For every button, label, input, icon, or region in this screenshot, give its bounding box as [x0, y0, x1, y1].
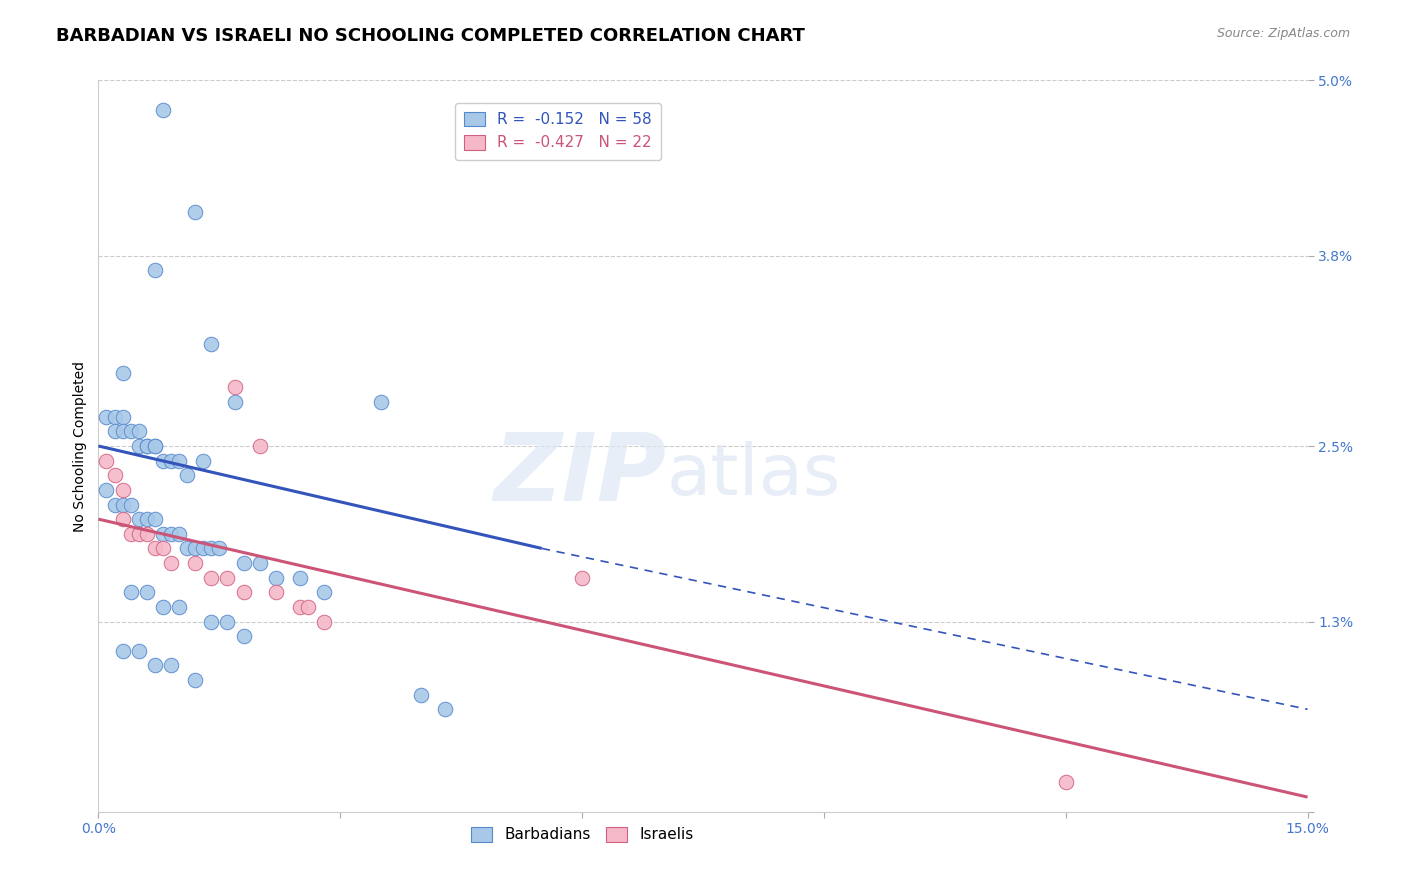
- Point: [249, 439, 271, 453]
- Point: [264, 571, 287, 585]
- Point: [224, 380, 246, 394]
- Point: [135, 439, 157, 453]
- Point: [184, 673, 207, 687]
- Point: [103, 425, 125, 439]
- Point: [120, 526, 142, 541]
- Point: [264, 585, 287, 599]
- Point: [208, 541, 231, 556]
- Point: [217, 571, 239, 585]
- Point: [232, 585, 254, 599]
- Point: [111, 644, 134, 658]
- Point: [297, 599, 319, 614]
- Point: [1054, 775, 1077, 789]
- Point: [128, 644, 150, 658]
- Text: atlas: atlas: [666, 441, 841, 509]
- Point: [120, 498, 142, 512]
- Point: [288, 571, 311, 585]
- Y-axis label: No Schooling Completed: No Schooling Completed: [73, 360, 87, 532]
- Point: [103, 409, 125, 424]
- Point: [135, 439, 157, 453]
- Point: [96, 409, 118, 424]
- Point: [135, 526, 157, 541]
- Point: [103, 498, 125, 512]
- Point: [143, 263, 166, 277]
- Point: [193, 453, 215, 467]
- Point: [111, 425, 134, 439]
- Legend: Barbadians, Israelis: Barbadians, Israelis: [461, 818, 703, 852]
- Point: [143, 512, 166, 526]
- Point: [128, 425, 150, 439]
- Text: ZIP: ZIP: [494, 429, 666, 521]
- Point: [152, 526, 174, 541]
- Point: [200, 336, 222, 351]
- Point: [184, 541, 207, 556]
- Point: [128, 439, 150, 453]
- Point: [111, 512, 134, 526]
- Point: [184, 205, 207, 219]
- Point: [217, 615, 239, 629]
- Point: [409, 688, 432, 702]
- Point: [224, 395, 246, 409]
- Point: [167, 453, 190, 467]
- Point: [193, 541, 215, 556]
- Point: [249, 556, 271, 570]
- Point: [184, 556, 207, 570]
- Point: [111, 498, 134, 512]
- Point: [176, 541, 198, 556]
- Point: [103, 468, 125, 483]
- Point: [200, 615, 222, 629]
- Point: [200, 571, 222, 585]
- Point: [167, 526, 190, 541]
- Point: [143, 439, 166, 453]
- Point: [314, 585, 336, 599]
- Point: [111, 409, 134, 424]
- Point: [111, 483, 134, 497]
- Point: [160, 526, 183, 541]
- Point: [128, 526, 150, 541]
- Point: [370, 395, 392, 409]
- Point: [434, 702, 457, 716]
- Point: [96, 483, 118, 497]
- Point: [152, 599, 174, 614]
- Point: [143, 658, 166, 673]
- Point: [152, 103, 174, 117]
- Point: [160, 658, 183, 673]
- Point: [152, 453, 174, 467]
- Point: [288, 599, 311, 614]
- Text: Source: ZipAtlas.com: Source: ZipAtlas.com: [1216, 27, 1350, 40]
- Point: [135, 585, 157, 599]
- Point: [96, 453, 118, 467]
- Point: [167, 599, 190, 614]
- Point: [143, 439, 166, 453]
- Point: [232, 629, 254, 643]
- Point: [314, 615, 336, 629]
- Point: [135, 512, 157, 526]
- Text: BARBADIAN VS ISRAELI NO SCHOOLING COMPLETED CORRELATION CHART: BARBADIAN VS ISRAELI NO SCHOOLING COMPLE…: [56, 27, 806, 45]
- Point: [160, 453, 183, 467]
- Point: [111, 366, 134, 380]
- Point: [120, 425, 142, 439]
- Point: [128, 512, 150, 526]
- Point: [152, 541, 174, 556]
- Point: [143, 541, 166, 556]
- Point: [200, 541, 222, 556]
- Point: [232, 556, 254, 570]
- Point: [176, 468, 198, 483]
- Point: [160, 556, 183, 570]
- Point: [120, 585, 142, 599]
- Point: [571, 571, 593, 585]
